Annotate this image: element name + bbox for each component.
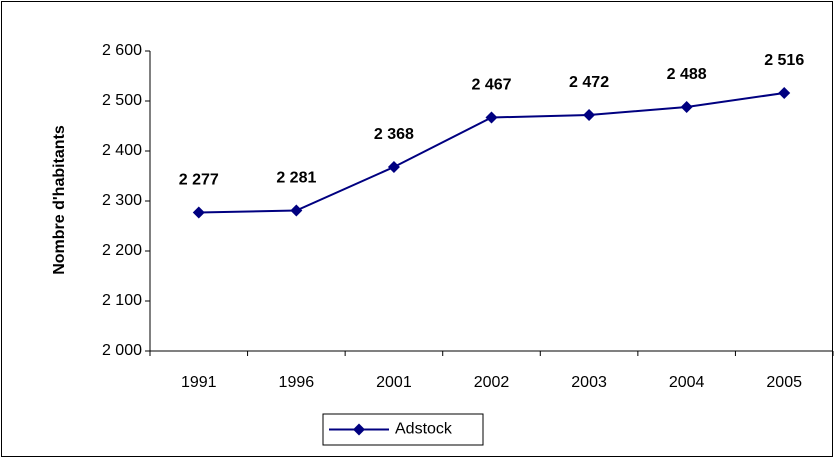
data-label: 2 281 <box>276 170 316 187</box>
legend-marker <box>353 423 365 436</box>
y-tick-label: 2 200 <box>102 242 142 259</box>
data-label: 2 488 <box>667 66 707 83</box>
data-label: 2 472 <box>569 74 609 91</box>
marker <box>192 206 205 219</box>
y-axis-label: Nombre d'habitants <box>51 125 68 275</box>
y-tick-label: 2 100 <box>102 292 142 309</box>
marker <box>290 204 303 217</box>
y-tick-label: 2 400 <box>102 142 142 159</box>
x-tick-label: 2004 <box>669 374 705 391</box>
data-label: 2 277 <box>179 172 219 189</box>
data-label: 2 467 <box>471 77 511 94</box>
y-tick-label: 2 500 <box>102 92 142 109</box>
legend-label: Adstock <box>395 421 453 438</box>
x-tick-label: 2001 <box>376 374 412 391</box>
x-tick-label: 1991 <box>181 374 217 391</box>
x-tick-label: 1996 <box>279 374 315 391</box>
y-tick-label: 2 000 <box>102 342 142 359</box>
marker <box>778 87 791 99</box>
x-tick-label: 2003 <box>571 374 607 391</box>
marker <box>387 161 400 173</box>
y-tick-label: 2 600 <box>102 42 142 59</box>
data-label: 2 516 <box>764 52 804 69</box>
data-label: 2 368 <box>374 126 414 143</box>
marker <box>485 111 498 124</box>
x-tick-label: 2005 <box>766 374 802 391</box>
marker <box>583 109 596 121</box>
x-tick-label: 2002 <box>474 374 510 391</box>
y-tick-label: 2 300 <box>102 192 142 209</box>
marker <box>680 101 693 113</box>
